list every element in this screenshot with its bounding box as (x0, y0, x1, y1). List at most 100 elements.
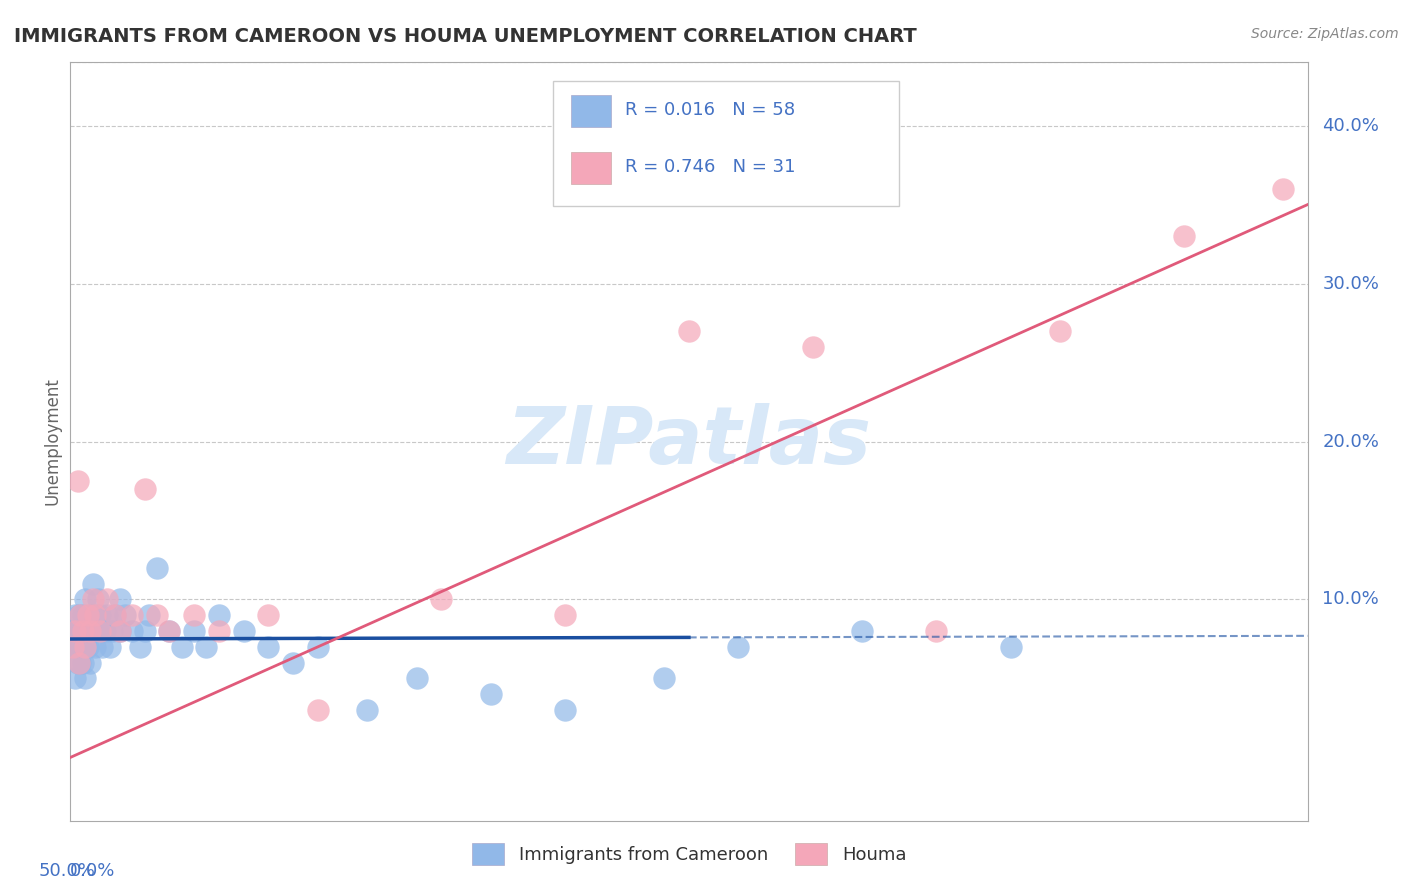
Text: ZIPatlas: ZIPatlas (506, 402, 872, 481)
Point (69, 656, 91, 670)
Point (208, 624, 231, 639)
Point (89, 608, 111, 623)
Text: 20.0%: 20.0% (1323, 433, 1379, 450)
Text: 50.0%: 50.0% (38, 863, 96, 880)
Point (67, 640, 90, 654)
Point (678, 324, 700, 338)
Legend: Immigrants from Cameroon, Houma: Immigrants from Cameroon, Houma (464, 836, 914, 872)
Point (65, 624, 87, 639)
Point (430, 592, 453, 607)
Point (65, 672, 87, 686)
Point (121, 608, 143, 623)
Point (146, 561, 169, 575)
Point (86, 592, 108, 607)
Point (69, 608, 91, 623)
Point (89, 624, 111, 639)
Text: 0.0%: 0.0% (70, 863, 115, 880)
Point (1173, 229, 1195, 244)
Point (101, 624, 124, 639)
Point (66, 656, 89, 670)
Point (82, 624, 104, 639)
Point (1271, 182, 1294, 196)
Point (96, 608, 118, 623)
FancyBboxPatch shape (571, 95, 612, 127)
Point (307, 640, 329, 654)
Point (108, 624, 131, 639)
Point (67, 656, 90, 670)
Point (76, 608, 98, 623)
Point (91, 640, 114, 654)
Point (146, 608, 169, 623)
Point (138, 608, 160, 623)
Y-axis label: Unemployment: Unemployment (44, 377, 62, 506)
Text: IMMIGRANTS FROM CAMEROON VS HOUMA UNEMPLOYMENT CORRELATION CHART: IMMIGRANTS FROM CAMEROON VS HOUMA UNEMPL… (14, 27, 917, 45)
Point (104, 608, 127, 623)
Point (98, 640, 121, 654)
Point (79, 656, 101, 670)
Point (84, 640, 107, 654)
Point (281, 656, 304, 670)
Point (84, 608, 107, 623)
Point (157, 624, 180, 639)
Text: R = 0.016   N = 58: R = 0.016 N = 58 (624, 101, 794, 120)
Point (134, 482, 156, 496)
Point (72, 656, 94, 670)
Point (356, 703, 378, 717)
Point (1000, 640, 1022, 654)
Point (66, 474, 89, 488)
Point (94, 624, 117, 639)
Point (63, 624, 86, 639)
FancyBboxPatch shape (571, 152, 612, 184)
Point (108, 592, 131, 607)
Point (86, 624, 108, 639)
Point (195, 640, 218, 654)
Text: 30.0%: 30.0% (1323, 275, 1379, 293)
Text: Source: ZipAtlas.com: Source: ZipAtlas.com (1251, 27, 1399, 41)
Point (727, 640, 749, 654)
Text: R = 0.746   N = 31: R = 0.746 N = 31 (624, 158, 796, 176)
Point (801, 340, 824, 354)
Point (66, 624, 89, 639)
Point (170, 640, 193, 654)
Point (479, 687, 502, 701)
Point (257, 640, 280, 654)
Point (121, 624, 143, 639)
Point (62, 640, 84, 654)
Point (65, 608, 87, 623)
Text: 40.0%: 40.0% (1323, 117, 1379, 135)
Point (79, 624, 101, 639)
Point (82, 592, 104, 607)
Point (108, 624, 131, 639)
Point (69, 624, 91, 639)
Point (307, 703, 329, 717)
Point (554, 703, 576, 717)
Point (208, 608, 231, 623)
Point (851, 624, 873, 639)
Point (65, 640, 87, 654)
Point (75, 592, 97, 607)
Point (257, 608, 280, 623)
Point (72, 624, 94, 639)
Point (925, 624, 948, 639)
Point (72, 608, 94, 623)
Point (82, 576, 104, 591)
Point (554, 608, 576, 623)
Point (1049, 324, 1071, 338)
Point (134, 624, 156, 639)
Point (72, 640, 94, 654)
Point (232, 624, 254, 639)
Point (79, 608, 101, 623)
FancyBboxPatch shape (553, 81, 900, 207)
Point (75, 640, 97, 654)
Point (62, 640, 84, 654)
Point (76, 640, 98, 654)
Point (652, 672, 675, 686)
Point (67, 608, 90, 623)
Point (183, 608, 205, 623)
Point (128, 640, 150, 654)
Point (76, 624, 98, 639)
Text: 10.0%: 10.0% (1323, 591, 1379, 608)
Point (157, 624, 180, 639)
Point (104, 608, 127, 623)
Point (183, 624, 205, 639)
